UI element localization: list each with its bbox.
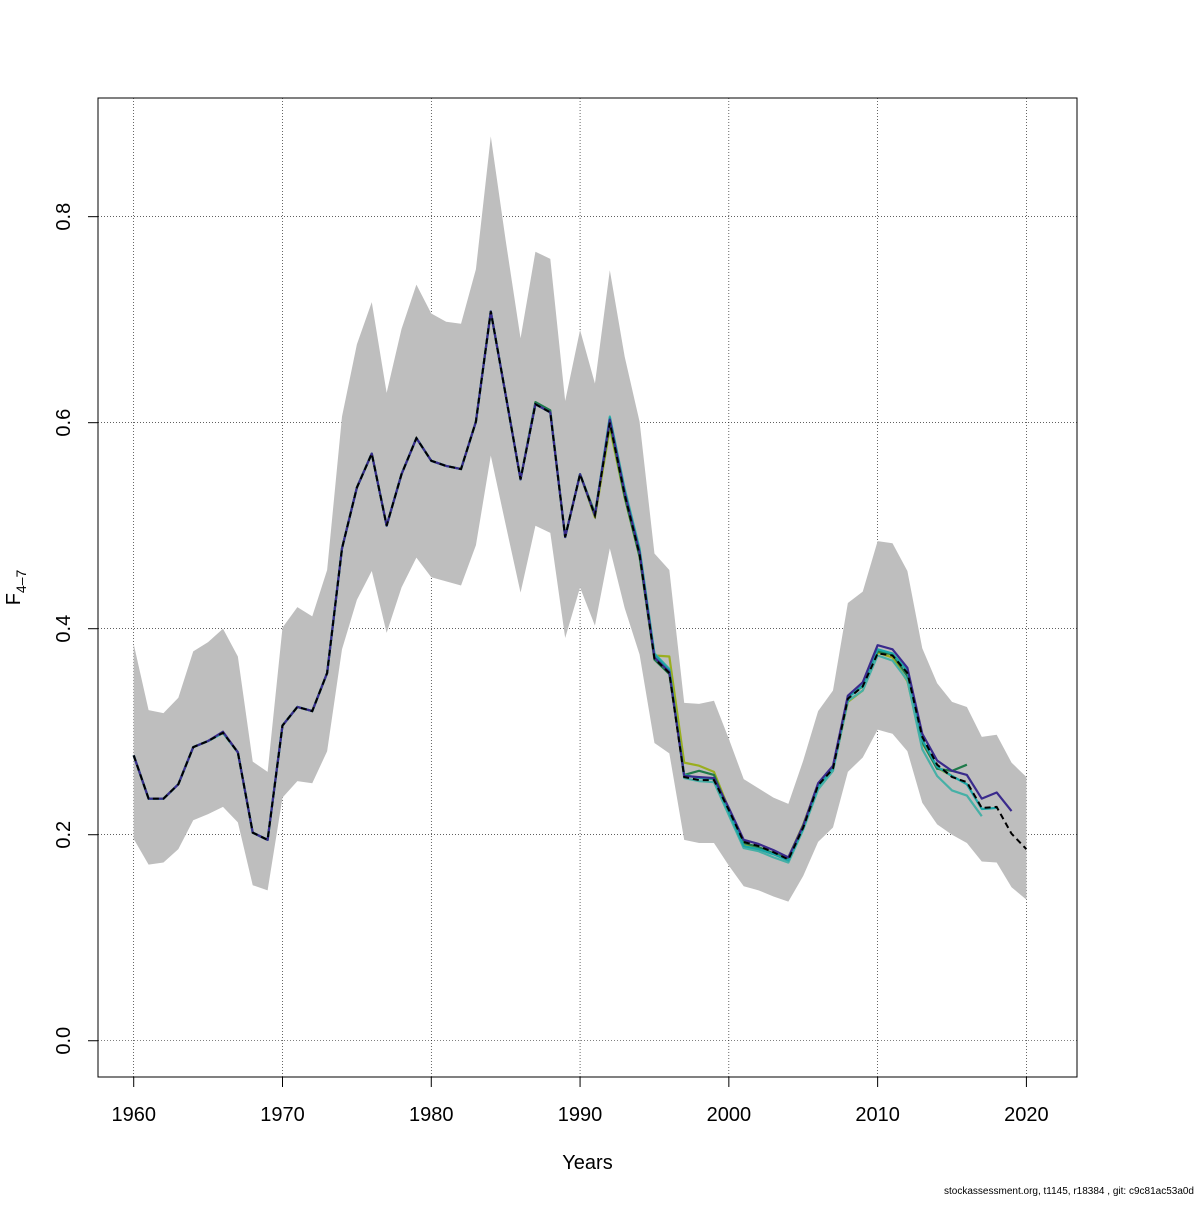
footer-credit: stockassessment.org, t1145, r18384 , git…	[944, 1186, 1194, 1197]
y-tick-label: 0.8	[53, 203, 75, 231]
confidence-band-layer	[133, 136, 1027, 902]
series-layer	[132, 310, 1028, 864]
x-tick-label: 1980	[409, 1104, 454, 1126]
x-tick-label: 1970	[260, 1104, 305, 1126]
y-axis-title-main: F	[3, 593, 25, 605]
x-tick-label: 2000	[707, 1104, 752, 1126]
y-tick-label: 0.6	[53, 409, 75, 437]
x-axis-title: Years	[562, 1152, 612, 1174]
x-axis: 1960 1970 1980 1990 2000 2010 2020	[111, 1076, 1049, 1126]
y-tick-label: 0.2	[53, 821, 75, 849]
y-tick-label: 0.0	[53, 1027, 75, 1055]
y-axis: 0.0 0.2 0.4 0.6 0.8	[53, 203, 99, 1055]
y-tick-label: 0.4	[53, 615, 75, 643]
x-tick-label: 2010	[855, 1104, 900, 1126]
y-axis-title: F4–7	[3, 569, 29, 605]
x-tick-label: 1990	[558, 1104, 603, 1126]
y-axis-title-subscript: 4–7	[13, 569, 29, 593]
series-line-base	[132, 311, 1028, 861]
x-tick-label: 2020	[1004, 1104, 1049, 1126]
x-tick-label: 1960	[111, 1104, 156, 1126]
confidence-band	[133, 136, 1027, 902]
